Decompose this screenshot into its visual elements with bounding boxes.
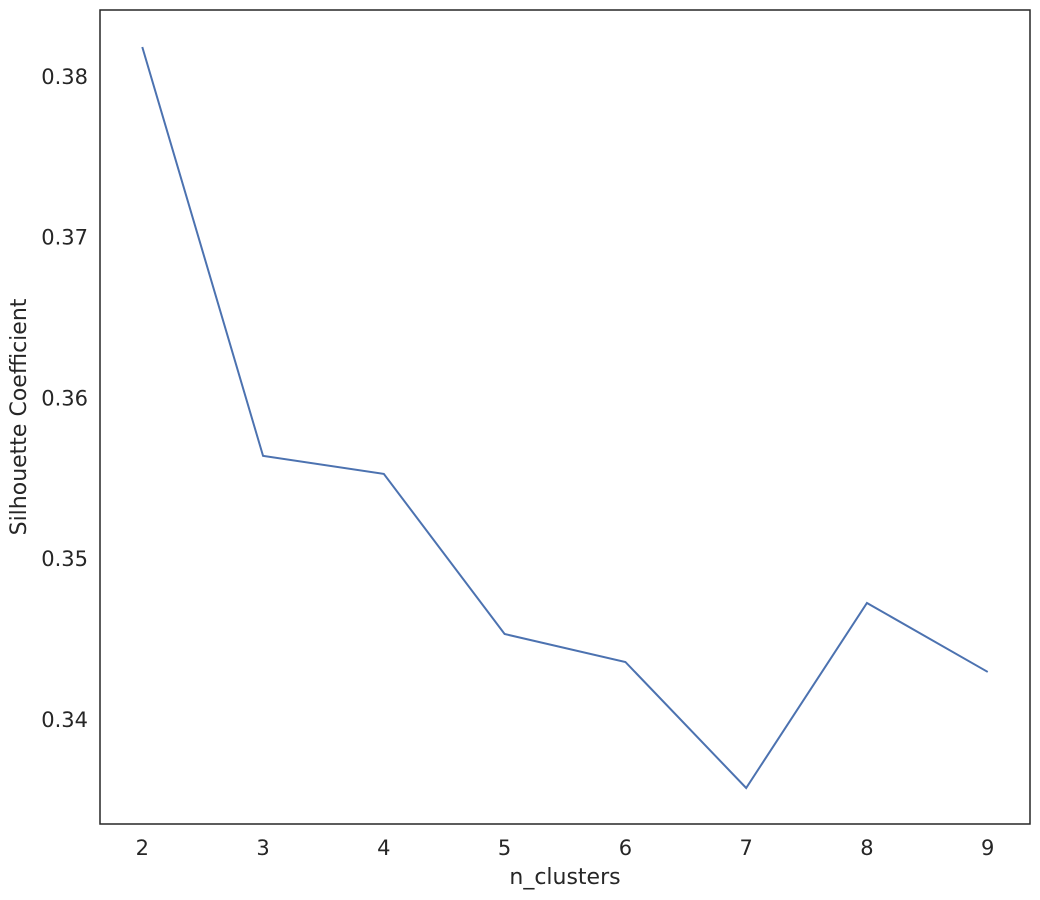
x-tick-label: 7 <box>739 836 752 860</box>
x-tick-label: 5 <box>498 836 511 860</box>
y-tick-label: 0.34 <box>41 708 88 732</box>
x-axis-label: n_clusters <box>509 865 620 890</box>
y-tick-label: 0.35 <box>41 547 88 571</box>
x-tick-label: 3 <box>256 836 269 860</box>
plot-frame <box>99 9 1031 825</box>
y-tick-label: 0.37 <box>41 226 88 250</box>
data-line <box>141 46 989 790</box>
x-tick-label: 9 <box>981 836 994 860</box>
y-tick-label: 0.38 <box>41 65 88 89</box>
y-tick-label: 0.36 <box>41 386 88 410</box>
x-tick-label: 4 <box>377 836 390 860</box>
x-tick-label: 2 <box>136 836 149 860</box>
y-axis-label: Silhouette Coefficient <box>7 298 32 535</box>
x-tick-label: 8 <box>860 836 873 860</box>
x-tick-label: 6 <box>619 836 632 860</box>
